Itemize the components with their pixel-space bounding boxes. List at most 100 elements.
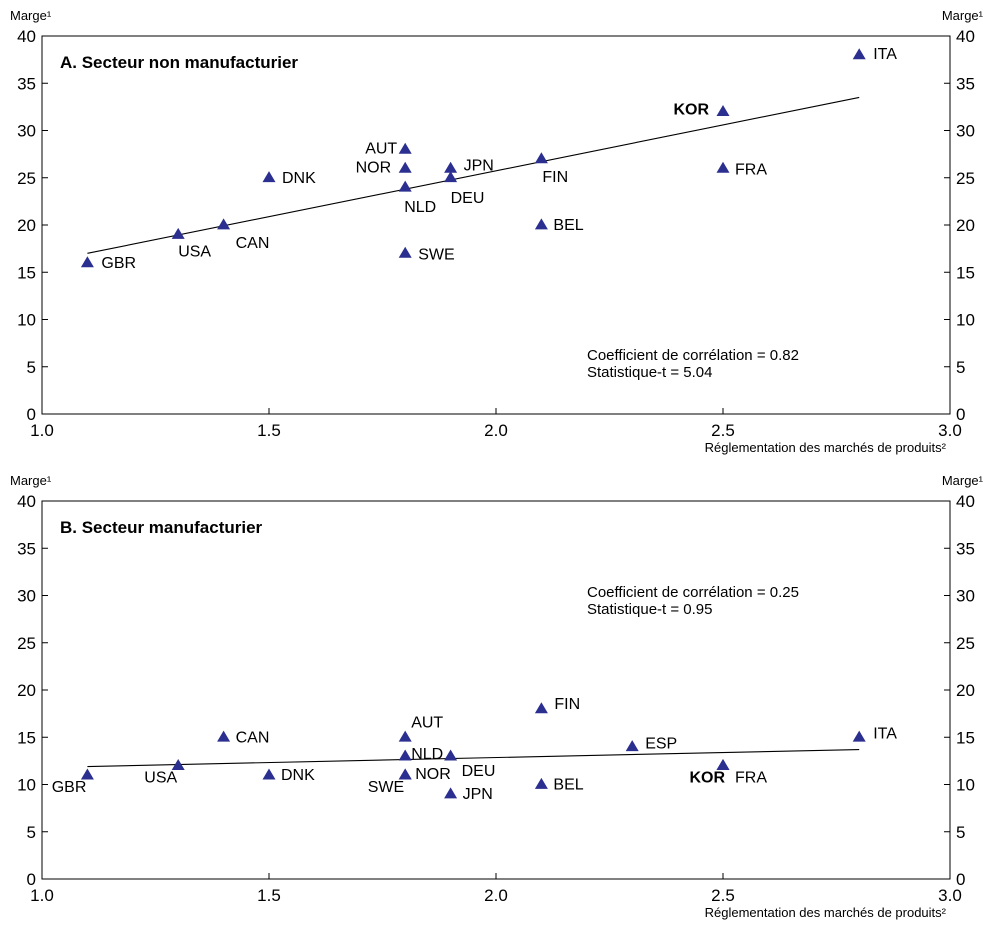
y-tick-label-right: 5 [956, 358, 965, 377]
point-label-aut: AUT [411, 714, 443, 731]
point-marker-nld [398, 180, 412, 192]
y-tick-label-right: 0 [956, 870, 965, 889]
y-tick-label-right: 30 [956, 122, 975, 141]
point-label-fin: FIN [542, 169, 568, 186]
plot-frame [41, 35, 951, 415]
point-label-fra: FRA [735, 161, 767, 178]
y-tick-label-left: 0 [27, 405, 36, 424]
point-label-nor: NOR [356, 159, 392, 176]
annotation-line: Statistique-t = 0.95 [587, 601, 713, 618]
point-marker-jpn [444, 787, 458, 799]
y-tick-label-right: 25 [956, 634, 975, 653]
trend-line [87, 748, 860, 768]
point-label-esp: ESP [645, 736, 677, 753]
point-marker-kor [716, 105, 730, 116]
y-tick-label-right: 30 [956, 587, 975, 606]
y-axis-label-right: Marge¹ [942, 8, 984, 23]
trend-line [87, 96, 860, 254]
y-tick-label-left: 25 [17, 169, 36, 188]
point-marker-nor [398, 161, 412, 173]
y-tick-label-right: 20 [956, 681, 975, 700]
x-tick-label: 2.5 [711, 886, 735, 905]
point-label-usa: USA [144, 770, 177, 787]
point-marker-aut [398, 142, 412, 154]
y-tick-label-right: 10 [956, 776, 975, 795]
y-tick-label-left: 40 [17, 492, 36, 511]
point-marker-ita [852, 730, 866, 742]
x-tick-label: 3.0 [938, 421, 962, 440]
y-tick-label-right: 5 [956, 823, 965, 842]
y-tick-label-right: 15 [956, 263, 975, 282]
point-marker-bel [534, 218, 548, 230]
point-marker-aut [398, 730, 412, 742]
y-tick-label-left: 20 [17, 216, 36, 235]
point-label-fin: FIN [554, 696, 580, 713]
annotation-line: Statistique-t = 5.04 [587, 364, 713, 381]
x-tick-label: 1.5 [257, 421, 281, 440]
point-label-bel: BEL [553, 777, 583, 794]
point-label-ita: ITA [873, 46, 897, 63]
y-tick-label-left: 25 [17, 634, 36, 653]
y-tick-label-right: 40 [956, 27, 975, 46]
point-marker-gbr [80, 256, 94, 268]
x-axis-label: Réglementation des marchés de produits² [705, 440, 947, 455]
point-label-can: CAN [236, 235, 270, 252]
plot-frame [41, 500, 951, 880]
point-marker-fin [534, 702, 548, 714]
point-marker-jpn [444, 161, 458, 173]
point-marker-swe [398, 768, 412, 780]
point-label-gbr: GBR [52, 779, 87, 796]
point-label-fra: FRA [735, 770, 767, 787]
point-label-can: CAN [236, 729, 270, 746]
y-tick-label-right: 25 [956, 169, 975, 188]
point-label-dnk: DNK [281, 767, 315, 784]
point-label-swe: SWE [368, 779, 404, 796]
y-tick-label-left: 30 [17, 587, 36, 606]
point-label-deu: DEU [451, 190, 485, 207]
point-marker-bel [534, 777, 548, 789]
y-tick-label-left: 15 [17, 263, 36, 282]
point-marker-fra [716, 759, 730, 770]
annotation-line: Coefficient de corrélation = 0.82 [587, 347, 799, 364]
point-label-dnk: DNK [282, 170, 316, 187]
point-marker-deu [444, 749, 458, 761]
y-tick-label-right: 0 [956, 405, 965, 424]
y-axis-label-left: Marge¹ [10, 8, 52, 23]
y-tick-label-left: 5 [27, 823, 36, 842]
point-marker-gbr [80, 768, 94, 780]
y-tick-label-left: 0 [27, 870, 36, 889]
point-marker-ita [852, 48, 866, 60]
y-tick-label-right: 10 [956, 311, 975, 330]
point-marker-usa [171, 227, 185, 239]
point-label-nld: NLD [411, 746, 443, 763]
point-label-usa: USA [178, 243, 211, 260]
y-tick-label-left: 10 [17, 776, 36, 795]
y-axis-label-left: Marge¹ [10, 473, 52, 488]
panel-title: B. Secteur manufacturier [60, 518, 263, 537]
point-label-bel: BEL [553, 217, 583, 234]
x-tick-label: 3.0 [938, 886, 962, 905]
point-marker-nld [398, 749, 412, 761]
y-tick-label-left: 20 [17, 681, 36, 700]
y-tick-label-left: 35 [17, 74, 36, 93]
point-marker-usa [171, 759, 185, 770]
point-marker-fra [716, 161, 730, 173]
x-tick-label: 1.5 [257, 886, 281, 905]
y-tick-label-left: 35 [17, 539, 36, 558]
point-marker-dnk [262, 768, 276, 780]
x-tick-label: 2.0 [484, 421, 508, 440]
point-marker-dnk [262, 171, 276, 183]
y-tick-label-left: 40 [17, 27, 36, 46]
point-label-kor: KOR [689, 770, 725, 787]
x-tick-label: 1.0 [30, 421, 54, 440]
x-tick-label: 2.0 [484, 886, 508, 905]
point-label-gbr: GBR [101, 255, 136, 272]
y-tick-label-left: 10 [17, 311, 36, 330]
point-label-aut: AUT [365, 140, 397, 157]
y-tick-label-right: 20 [956, 216, 975, 235]
y-tick-label-left: 5 [27, 358, 36, 377]
point-marker-fin [534, 152, 548, 164]
panel-title: A. Secteur non manufacturier [60, 53, 298, 72]
